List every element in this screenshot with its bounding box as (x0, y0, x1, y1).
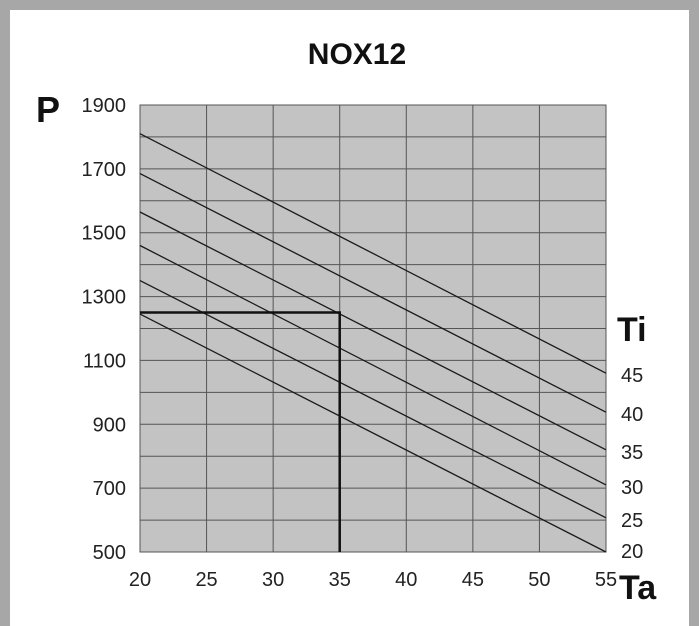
x-tick-label: 40 (395, 569, 417, 591)
series-label-ti-45: 45 (621, 365, 643, 387)
series-label-ti-35: 35 (621, 442, 643, 464)
series-line-ti-35 (139, 211, 607, 451)
series-line-ti-25 (139, 280, 607, 519)
x-tick-label: 45 (462, 569, 484, 591)
x-tick-label: 50 (528, 569, 550, 591)
y-tick-label: 1900 (82, 95, 127, 117)
y-tick-label: 500 (93, 542, 126, 564)
y-tick-label: 700 (93, 478, 126, 500)
x-axis-label: Ta (619, 569, 657, 607)
x-tick-label: 55 (595, 569, 617, 591)
y-tick-label: 1100 (83, 350, 126, 372)
series-label-ti-20: 20 (621, 541, 643, 563)
series-label-ti-25: 25 (621, 510, 643, 532)
y-tick-label: 1300 (82, 287, 127, 309)
x-tick-label: 35 (329, 569, 351, 591)
reading-guide-line (140, 311, 341, 552)
x-tick-label: 20 (129, 569, 151, 591)
y-tick-label: 1700 (82, 159, 127, 181)
series-label-ti-30: 30 (621, 477, 643, 499)
y-axis-label: P (36, 89, 60, 130)
x-tick-label: 25 (195, 569, 217, 591)
series-label-ti-40: 40 (621, 404, 643, 426)
chart-title: NOX12 (308, 38, 406, 71)
series-label: Ti (617, 311, 647, 349)
series-line-ti-30 (139, 244, 607, 486)
y-tick-label: 900 (93, 414, 126, 436)
y-tick-label: 1500 (82, 223, 127, 245)
x-tick-label: 30 (262, 569, 284, 591)
series-line-ti-45 (139, 133, 607, 374)
series-line-ti-20 (139, 313, 607, 553)
series-line-ti-40 (139, 173, 607, 413)
